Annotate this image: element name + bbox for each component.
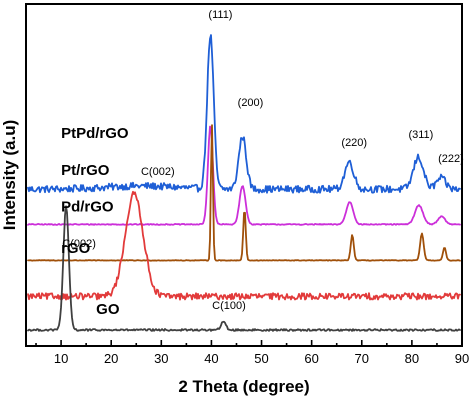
peak-label: (200) (238, 97, 264, 109)
series-go-line (27, 205, 461, 332)
series-pt-rgo-line (27, 125, 461, 226)
x-tick-label: 20 (104, 351, 118, 366)
peak-label: (111) (208, 9, 232, 21)
x-tick-label: 30 (154, 351, 168, 366)
x-tick-label: 60 (304, 351, 318, 366)
peak-label: C(002) (62, 238, 96, 250)
x-tick-label: 50 (254, 351, 268, 366)
peak-label: (311) (408, 129, 433, 141)
peak-label: C(002) (141, 166, 175, 178)
trace-layer (27, 34, 461, 332)
y-axis-label: Intensity (a.u) (0, 120, 19, 231)
x-tick-label: 70 (355, 351, 369, 366)
x-axis-label: 2 Theta (degree) (178, 377, 309, 396)
series-label: Pd/rGO (61, 199, 114, 216)
x-tick-label: 90 (455, 351, 469, 366)
annotation-layer: PtPd/rGO Pt/rGO Pd/rGO rGO GO (111) (200) (220)… (61, 9, 464, 318)
peak-label: (220) (341, 137, 367, 149)
plot-frame (25, 3, 463, 347)
series-rgo-line (27, 190, 461, 301)
series-label: rGO (61, 240, 91, 257)
series-label: GO (96, 301, 120, 318)
x-tick-label: 10 (54, 351, 68, 366)
x-tick-label: 40 (204, 351, 218, 366)
series-label: PtPd/rGO (61, 125, 129, 142)
series-pd-rgo-line (27, 124, 461, 262)
peak-label: (222) (438, 153, 464, 165)
x-tick-label: 80 (405, 351, 419, 366)
series-label: Pt/rGO (61, 162, 110, 179)
series-ptpd-rgo-line (27, 34, 461, 194)
x-axis-ticks: 10 20 30 40 50 60 70 80 90 (35, 340, 469, 366)
peak-label: C(100) (212, 300, 246, 312)
